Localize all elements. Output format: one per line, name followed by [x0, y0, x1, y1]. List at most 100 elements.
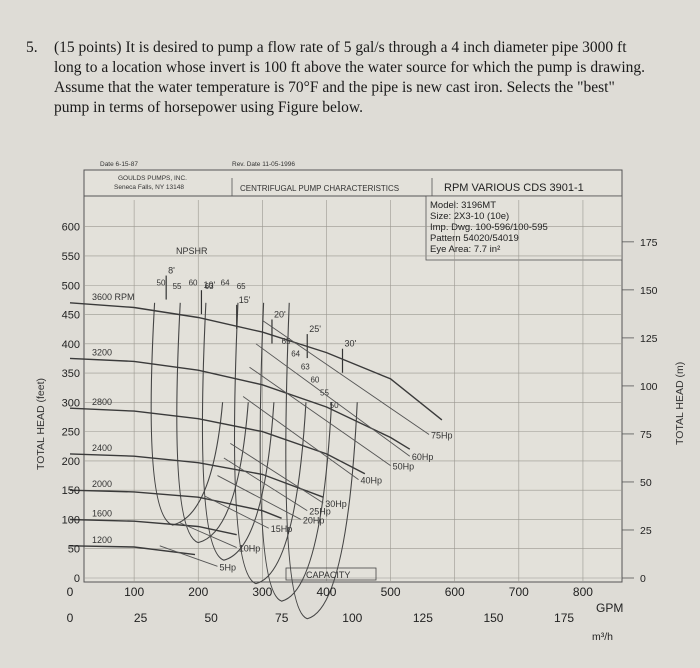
problem-statement: 5. (15 points) It is desired to pump a f… [26, 38, 646, 118]
hp-line [159, 545, 218, 567]
hp-line [223, 457, 308, 512]
hp-line [230, 442, 324, 504]
efficiency-label: 65 [282, 337, 291, 346]
x-tick-label-gpm: 400 [316, 585, 336, 599]
efficiency-label: 50 [330, 401, 339, 410]
hp-label: 30Hp [325, 499, 347, 509]
x-tick-label-gpm: 200 [188, 585, 208, 599]
efficiency-label: 55 [173, 282, 182, 291]
info-line: Imp. Dwg. 100-596/100-595 [430, 222, 548, 233]
hp-line [262, 320, 430, 435]
rpm-label: 2000 [92, 479, 112, 489]
info-line: Size: 2X3-10 (10e) [430, 211, 509, 222]
rpm-label: 3200 [92, 347, 112, 357]
axis-ticks: 0501001502002503003504004505005506000255… [62, 222, 658, 625]
x-tick-label-gpm: 500 [381, 585, 401, 599]
x-tick-label-m3h: 125 [413, 611, 433, 625]
npsh-value: 20' [274, 309, 286, 319]
efficiency-label: 64 [291, 350, 300, 359]
hp-line [217, 475, 302, 520]
x-tick-label-m3h: 50 [204, 611, 218, 625]
x-tick-label-gpm: 700 [509, 585, 529, 599]
hp-line [204, 495, 269, 529]
efficiency-label: 65 [237, 282, 246, 291]
location-label: Seneca Falls, NY 13148 [114, 184, 184, 191]
hp-line [255, 343, 411, 457]
gpm-label: GPM [596, 601, 623, 615]
y-axis-right-title: TOTAL HEAD (m) [674, 362, 686, 445]
y-tick-label-m: 75 [640, 429, 652, 441]
hp-label: 20Hp [303, 515, 325, 525]
rpm-header: RPM VARIOUS CDS 3901-1 [444, 182, 584, 194]
hp-label: 50Hp [393, 462, 415, 472]
x-tick-label-gpm: 0 [67, 585, 74, 599]
series-line [69, 489, 282, 519]
y-tick-label-m: 50 [640, 477, 652, 489]
rev-date-label: Rev. Date 11-05-1996 [232, 161, 295, 168]
series-line [69, 357, 411, 450]
company-label: GOULDS PUMPS, INC. [118, 175, 187, 182]
info-line: Pattern 54020/54019 [430, 233, 519, 244]
efficiency-curve [285, 302, 358, 620]
y-tick-label-ft: 300 [62, 397, 80, 409]
npsh-value: 10' [203, 280, 215, 290]
y-tick-label-m: 175 [640, 237, 658, 249]
efficiency-label: 50 [157, 278, 166, 287]
efficiency-label: 63 [301, 363, 310, 372]
problem-number: 5. [26, 39, 38, 56]
x-tick-label-gpm: 100 [124, 585, 144, 599]
y-tick-label-ft: 250 [62, 427, 80, 439]
y-tick-label-ft: 550 [62, 251, 80, 263]
rpm-curves: 3600 RPM 3200 2800 2400 2000 1600 1200 [69, 292, 443, 556]
y-tick-label-ft: 100 [62, 514, 80, 526]
hp-label: 15Hp [271, 524, 293, 534]
y-tick-label-m: 0 [640, 573, 646, 585]
hp-label: 60Hp [412, 452, 434, 462]
efficiency-curve [233, 302, 307, 585]
date-label: Date 6-15-87 [100, 161, 138, 168]
info-line: Eye Area: 7.7 in² [430, 244, 500, 255]
rpm-label: 2800 [92, 397, 112, 407]
info-line: Model: 3196MT [430, 200, 496, 211]
efficiency-label: 63 [205, 282, 214, 291]
efficiency-curve [176, 302, 249, 544]
rpm-label: 3600 RPM [92, 292, 135, 302]
x-tick-label-m3h: 75 [275, 611, 289, 625]
efficiency-label: 60 [310, 375, 319, 384]
chart-title: CENTRIFUGAL PUMP CHARACTERISTICS [240, 184, 399, 193]
y-axis-left-title: TOTAL HEAD (feet) [35, 378, 47, 470]
npsh-label: NPSHR [176, 246, 208, 256]
efficiency-label: 64 [221, 278, 230, 287]
y-tick-label-m: 25 [640, 525, 652, 537]
y-tick-label-ft: 500 [62, 280, 80, 292]
info-box [425, 195, 623, 261]
series-line [69, 518, 237, 536]
y-tick-label-m: 100 [640, 381, 658, 393]
efficiency-curves: 8'10'15'20'25'30'50 55 60 63 64 6565646360555… [150, 266, 358, 620]
hp-line [242, 396, 359, 481]
rpm-label: 2400 [92, 443, 112, 453]
y-tick-label-ft: 400 [62, 339, 80, 351]
series-line [69, 407, 366, 475]
y-tick-label-m: 125 [640, 333, 658, 345]
capacity-label: CAPACITY [306, 570, 350, 580]
m3h-label: m³/h [592, 631, 613, 643]
npsh-value: 15' [239, 295, 251, 305]
hp-label: 10Hp [239, 544, 261, 554]
hp-line [178, 521, 237, 548]
x-tick-label-m3h: 25 [134, 611, 148, 625]
hp-line [249, 366, 391, 466]
series-line [69, 545, 196, 556]
rpm-label: 1600 [92, 508, 112, 518]
y-tick-label-ft: 350 [62, 368, 80, 380]
x-tick-label-gpm: 600 [445, 585, 465, 599]
problem-text: (15 points) It is desired to pump a flow… [54, 39, 646, 116]
x-tick-label-m3h: 150 [483, 611, 503, 625]
y-tick-label-ft: 150 [62, 485, 80, 497]
y-tick-label-ft: 600 [62, 222, 80, 234]
efficiency-label: 55 [320, 388, 329, 397]
x-tick-label-m3h: 100 [342, 611, 362, 625]
npsh-value: 8' [168, 266, 175, 276]
